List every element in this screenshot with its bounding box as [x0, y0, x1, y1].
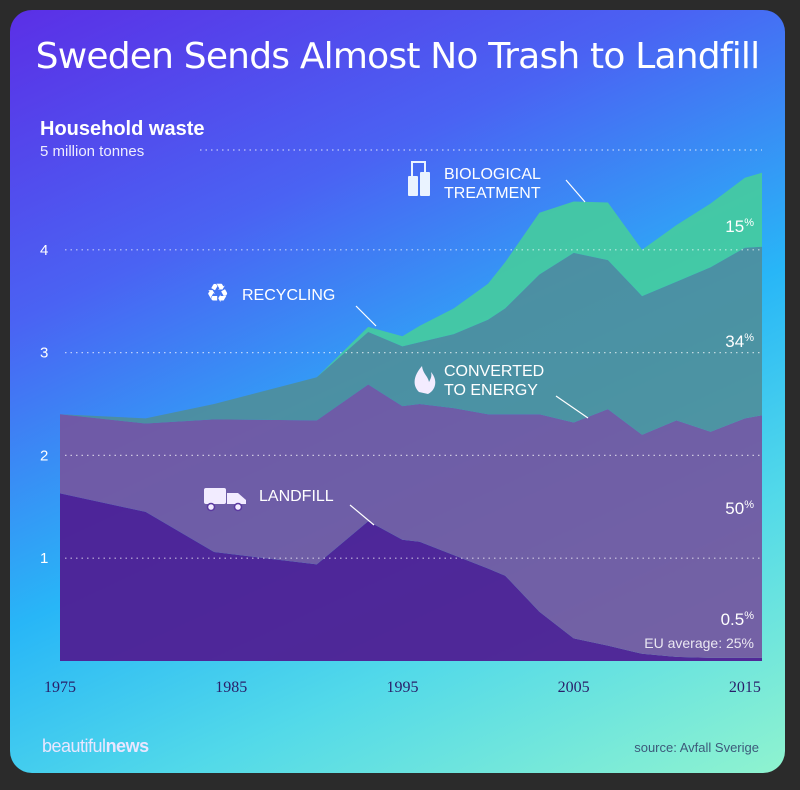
garbage-truck-icon	[227, 493, 246, 504]
leader-line	[355, 305, 377, 327]
energy-label: CONVERTED	[444, 363, 544, 380]
recycling-label: RECYCLING	[242, 287, 335, 304]
landfill-label-group: LANDFILL	[204, 488, 334, 512]
x-tick-label: 1995	[386, 679, 418, 696]
chart-subtitle: Household waste	[40, 118, 205, 140]
biological-label: TREATMENT	[444, 185, 541, 202]
energy-label: TO ENERGY	[444, 382, 538, 399]
chart-title: Sweden Sends Almost No Trash to Landfill	[35, 36, 760, 77]
y-tick-label: 2	[40, 447, 48, 464]
landfill-share: 0.5%	[721, 610, 755, 629]
landfill-label: LANDFILL	[259, 488, 334, 505]
gridlines	[65, 149, 762, 559]
leader-line	[555, 395, 589, 419]
source-note: source: Avfall Sverige	[634, 740, 759, 755]
infographic-card: Sweden Sends Almost No Trash to Landfill…	[10, 10, 785, 773]
recycling-label-group: ♻ RECYCLING	[206, 278, 335, 308]
series-labels: BIOLOGICAL TREATMENT ♻ RECYCLING CONVERTED TO…	[204, 161, 755, 651]
garbage-truck-icon	[204, 488, 226, 504]
brand-logo: beautifulnews	[42, 736, 149, 756]
energy-area	[60, 384, 762, 658]
y-tick-label: 5 million tonnes	[40, 143, 144, 160]
landfill-area	[60, 493, 762, 661]
y-tick-label: 3	[40, 345, 48, 362]
y-tick-label: 4	[40, 242, 48, 259]
x-tick-label: 1975	[44, 679, 76, 696]
area-layer	[60, 172, 762, 661]
leader-line	[565, 179, 586, 203]
energy-label-group: CONVERTED TO ENERGY	[414, 363, 544, 399]
recycle-icon: ♻	[206, 278, 229, 308]
biological-label-group: BIOLOGICAL TREATMENT	[408, 161, 541, 202]
flame-icon	[414, 366, 436, 394]
y-tick-label: 1	[40, 550, 48, 567]
recycling-area	[60, 246, 762, 435]
leader-line	[349, 504, 375, 526]
axis-labels: 1 2 3 4 5 million tonnes 1975 1985 1995 2005 2015	[40, 143, 761, 696]
garbage-truck-icon	[206, 502, 216, 512]
stacked-area-chart: 1 2 3 4 5 million tonnes 1975 1985 1995 2005 2015…	[40, 143, 762, 696]
x-tick-label: 1985	[215, 679, 247, 696]
biological-label: BIOLOGICAL	[444, 166, 541, 183]
factory-icon	[408, 176, 418, 196]
factory-icon	[411, 161, 426, 176]
garbage-truck-icon	[233, 502, 243, 512]
x-tick-label: 2015	[729, 679, 761, 696]
x-tick-label: 2005	[558, 679, 590, 696]
eu-average-note: EU average: 25%	[644, 635, 754, 651]
factory-icon	[420, 172, 430, 196]
energy-share: 50%	[725, 499, 754, 518]
biological-area	[60, 172, 762, 419]
biological-share: 15%	[725, 217, 754, 236]
recycling-share: 34%	[725, 332, 754, 351]
